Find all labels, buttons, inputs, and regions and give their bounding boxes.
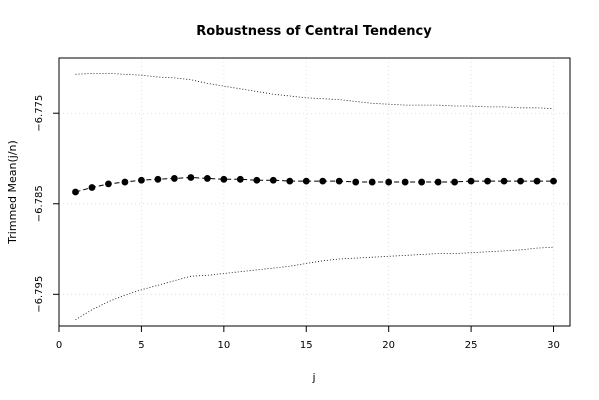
trimmed-mean-point bbox=[302, 177, 310, 185]
trimmed-mean-point bbox=[269, 176, 277, 184]
band-lines bbox=[75, 73, 554, 321]
trimmed-mean-point bbox=[451, 178, 459, 186]
trimmed-mean-point bbox=[138, 176, 145, 184]
y-tick-label: −6.775 bbox=[34, 95, 45, 132]
x-tick-label: 5 bbox=[138, 340, 144, 351]
trimmed-mean-point bbox=[286, 177, 294, 185]
lower-bound-line bbox=[75, 246, 554, 321]
trimmed-mean-point bbox=[418, 178, 426, 186]
trimmed-mean-point bbox=[401, 178, 409, 186]
trimmed-mean-point bbox=[550, 177, 557, 185]
y-axis-label: Trimmed Mean(j/n) bbox=[6, 140, 19, 245]
x-tick-label: 30 bbox=[547, 340, 560, 351]
trimmed-mean-point bbox=[170, 175, 178, 182]
x-tick-label: 25 bbox=[465, 340, 478, 351]
upper-bound-line bbox=[75, 73, 554, 110]
trimmed-mean-point bbox=[88, 184, 96, 191]
trimmed-mean-point bbox=[434, 178, 442, 186]
trimmed-mean-point bbox=[368, 178, 376, 186]
trimmed-mean-point bbox=[385, 178, 393, 186]
trimmed-mean-point bbox=[220, 175, 228, 183]
trimmed-mean-line bbox=[75, 176, 554, 193]
trimmed-mean-point bbox=[187, 174, 195, 181]
y-tick-label: −6.795 bbox=[34, 276, 45, 313]
axes: 0 5 10 15 20 25 30 −6.775 −6.785 −6.795 bbox=[34, 95, 560, 351]
trimmed-mean-point bbox=[484, 177, 491, 185]
x-tick-label: 0 bbox=[56, 340, 62, 351]
trimmed-mean-point bbox=[467, 177, 475, 185]
y-tick-label: −6.785 bbox=[34, 185, 45, 222]
trimmed-mean-point bbox=[352, 178, 360, 186]
x-axis-label: j bbox=[311, 371, 315, 384]
chart-title: Robustness of Central Tendency bbox=[196, 24, 432, 39]
mean-series bbox=[72, 174, 557, 196]
trimmed-mean-point bbox=[203, 175, 211, 182]
trimmed-mean-point bbox=[105, 180, 112, 188]
trimmed-mean-point bbox=[533, 177, 541, 185]
x-tick-label: 20 bbox=[382, 340, 395, 351]
plot-frame bbox=[58, 57, 571, 327]
trimmed-mean-point bbox=[154, 175, 162, 183]
trimmed-mean-point bbox=[72, 188, 79, 196]
x-tick-label: 10 bbox=[217, 340, 230, 351]
trimmed-mean-point bbox=[335, 177, 343, 185]
trimmed-mean-point bbox=[253, 176, 261, 184]
trimmed-mean-point bbox=[319, 177, 327, 185]
trimmed-mean-point bbox=[500, 177, 508, 185]
trimmed-mean-point bbox=[517, 177, 524, 185]
x-tick-label: 15 bbox=[300, 340, 313, 351]
trimmed-mean-point bbox=[121, 178, 129, 186]
trimmed-mean-point bbox=[236, 175, 244, 183]
